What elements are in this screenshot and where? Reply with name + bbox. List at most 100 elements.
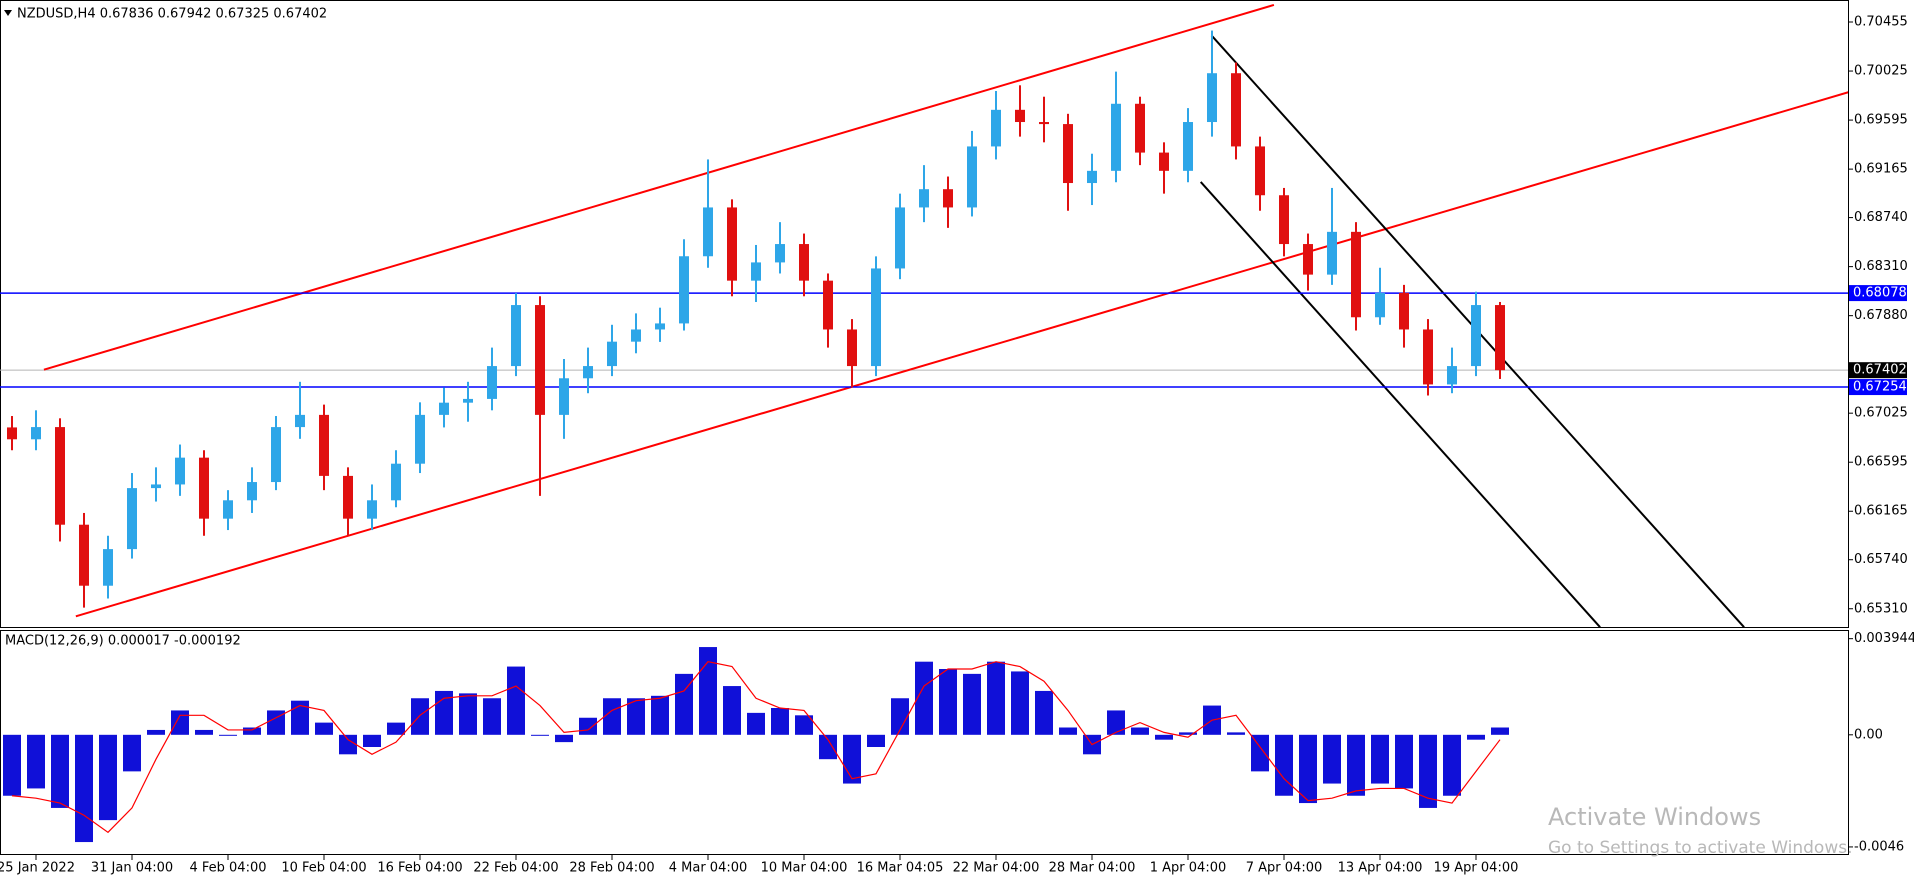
- macd-plot: [3, 647, 1509, 843]
- candle-body: [1207, 73, 1217, 123]
- y-tick-label: 0.70455: [1854, 15, 1908, 30]
- menu-arrow[interactable]: [4, 10, 12, 16]
- x-tick-label: 28 Mar 04:00: [1049, 861, 1136, 876]
- macd-bar: [1155, 734, 1173, 740]
- macd-bar: [219, 734, 237, 736]
- macd-bar: [1491, 727, 1509, 735]
- x-tick-label: 1 Apr 04:00: [1150, 861, 1227, 876]
- axes: 0.70455 0.70025 0.69595 0.69165 0.68740 0.683…: [0, 15, 1914, 876]
- candle-body: [919, 189, 929, 208]
- y-tick-label: 0.67880: [1854, 308, 1908, 323]
- x-tick-label: 13 Apr 04:00: [1338, 861, 1423, 876]
- macd-bar: [1323, 734, 1341, 784]
- macd-panel-frame: [0, 630, 1849, 855]
- macd-bar: [1227, 732, 1245, 735]
- x-tick-label: 16 Feb 04:00: [377, 861, 462, 876]
- candle-body: [1423, 329, 1433, 385]
- price-label: 0.67254: [1853, 380, 1907, 395]
- macd-bar: [1371, 734, 1389, 784]
- candle-body: [559, 378, 569, 415]
- macd-bar: [123, 734, 141, 772]
- macd-bar: [627, 698, 645, 735]
- macd-bar: [507, 666, 525, 735]
- candle-body: [391, 463, 401, 501]
- candle-body: [1279, 195, 1289, 245]
- candle-body: [703, 207, 713, 257]
- macd-bar: [603, 698, 621, 735]
- macd-bar: [819, 734, 837, 760]
- candle-body: [1351, 231, 1361, 318]
- candle-body: [1231, 73, 1241, 147]
- x-tick-label: 31 Jan 04:00: [91, 861, 173, 876]
- candle-body: [1087, 170, 1097, 184]
- y-tick-label: 0.68310: [1854, 259, 1908, 274]
- price-plot: [0, 3, 1848, 627]
- macd-bar: [1419, 734, 1437, 808]
- candle-body: [487, 366, 497, 399]
- price-label: 0.68078: [1853, 286, 1907, 301]
- macd-bar: [483, 698, 501, 735]
- candle-body: [1135, 103, 1145, 153]
- candle-body: [1303, 244, 1313, 275]
- macd-bar: [387, 722, 405, 735]
- macd-bar: [1179, 732, 1197, 735]
- candle-body: [775, 244, 785, 263]
- candle-body: [1399, 292, 1409, 330]
- macd-bar: [267, 710, 285, 735]
- candle-body: [1111, 103, 1121, 171]
- candle-body: [439, 402, 449, 415]
- candle-body: [79, 524, 89, 586]
- candle-body: [1375, 292, 1385, 318]
- candle-body: [7, 427, 17, 440]
- trend-line: [43, 3, 1275, 371]
- candle-body: [799, 244, 809, 281]
- candle-body: [151, 484, 161, 489]
- y-tick-label: 0.65310: [1854, 601, 1908, 616]
- candle-body: [871, 268, 881, 367]
- macd-bar: [75, 734, 93, 843]
- price-label-box: [1849, 379, 1907, 396]
- x-tick-label: 10 Feb 04:00: [281, 861, 366, 876]
- macd-bar: [867, 734, 885, 747]
- macd-bar: [1011, 671, 1029, 735]
- macd-bar: [915, 661, 933, 735]
- y-tick-label: 0.68740: [1854, 210, 1908, 225]
- price-panel-frame: [0, 0, 1849, 628]
- y-tick-label: -0.0046: [1854, 839, 1904, 854]
- macd-bar: [195, 729, 213, 735]
- candle-body: [967, 146, 977, 208]
- y-tick-label: 0.69165: [1854, 162, 1908, 177]
- candle-body: [823, 280, 833, 330]
- candle-body: [199, 457, 209, 519]
- macd-bar: [1299, 734, 1317, 804]
- macd-bar: [699, 647, 717, 735]
- macd-bar: [771, 707, 789, 735]
- candle-body: [271, 427, 281, 483]
- price-label: 0.67402: [1853, 363, 1907, 378]
- watermark-subtitle: Go to Settings to activate Windows.: [1548, 838, 1853, 858]
- macd-bar: [891, 698, 909, 735]
- candle-body: [631, 329, 641, 342]
- candle-body: [415, 414, 425, 464]
- macd-bar: [963, 673, 981, 735]
- macd-bar: [843, 734, 861, 784]
- macd-bar: [243, 727, 261, 735]
- candle-body: [943, 189, 953, 208]
- candle-body: [1447, 366, 1457, 385]
- macd-bar: [987, 661, 1005, 735]
- macd-bar: [363, 734, 381, 747]
- macd-bar: [1107, 710, 1125, 735]
- macd-bar: [675, 673, 693, 735]
- y-tick-label: 0.69595: [1854, 113, 1908, 128]
- candle-body: [1039, 122, 1049, 125]
- candle-body: [367, 500, 377, 519]
- candle-body: [175, 457, 185, 485]
- candle-body: [127, 488, 137, 550]
- price-label-box: [1849, 362, 1907, 379]
- macd-bar: [531, 734, 549, 736]
- macd-bar: [411, 698, 429, 735]
- macd-bar: [1467, 734, 1485, 740]
- macd-bar: [795, 715, 813, 735]
